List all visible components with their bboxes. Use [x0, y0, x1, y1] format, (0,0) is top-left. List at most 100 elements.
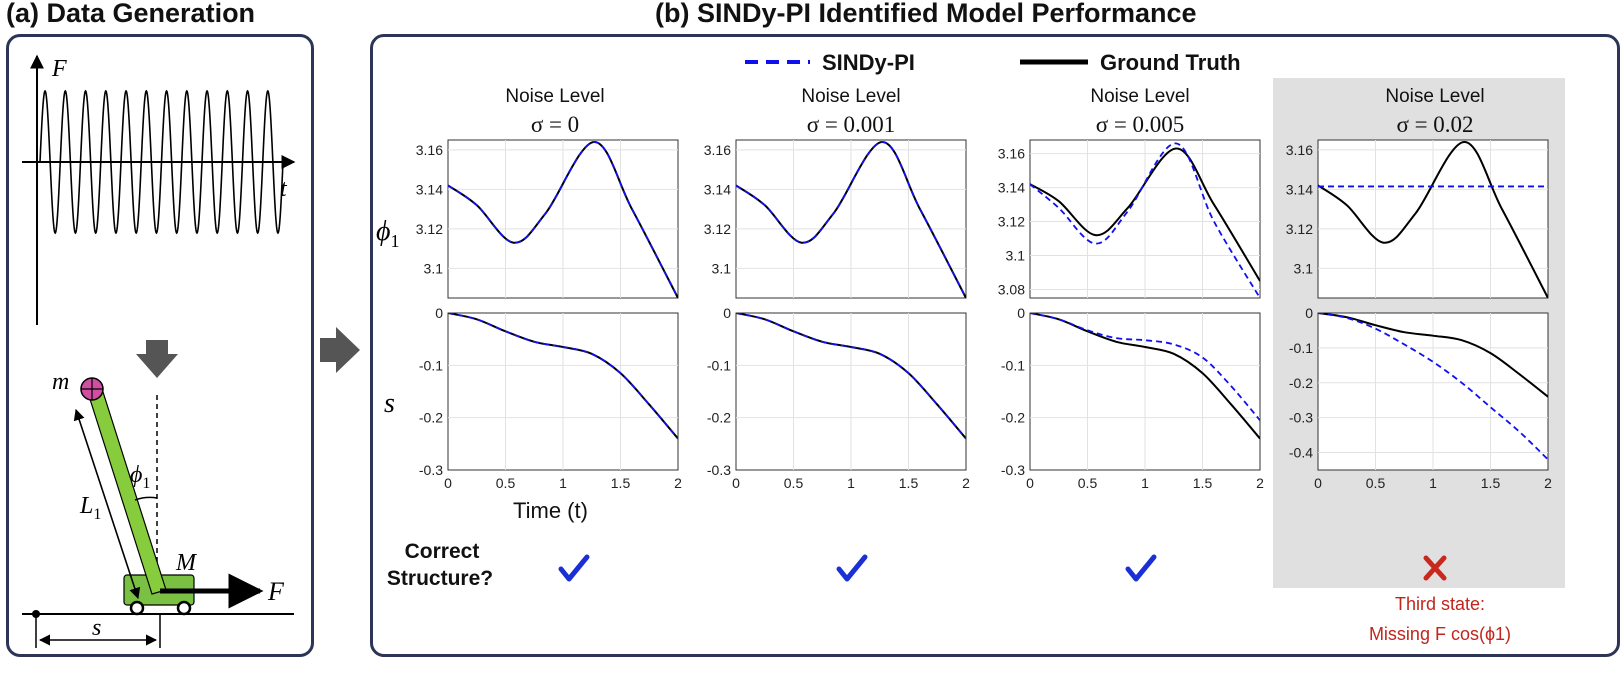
cart-wheel-left	[129, 600, 145, 616]
sigma-value-label: σ = 0.005	[1096, 112, 1185, 137]
series-sindy-pi	[1030, 142, 1260, 298]
y-tick-label: 3.12	[416, 221, 443, 237]
check-icon	[1125, 554, 1157, 582]
length-subscript: 1	[93, 506, 101, 523]
row-label-s: s	[384, 388, 395, 419]
angle-symbol: ϕ	[130, 462, 142, 488]
row-label-phi-symbol: ϕ	[376, 216, 391, 247]
y-tick-label: 3.1	[712, 260, 732, 276]
y-tick-label: 3.12	[704, 221, 731, 237]
noise-level-label: Noise Level	[505, 86, 604, 107]
y-tick-label: -0.1	[1289, 340, 1313, 356]
x-tick-label: 0	[1314, 475, 1322, 491]
failure-note-line2: Missing F cos(ϕ1)	[1369, 624, 1511, 644]
y-tick-label: -0.3	[1289, 410, 1313, 426]
panel-a-frame	[6, 34, 314, 657]
y-tick-label: -0.3	[419, 462, 443, 478]
check-icon	[558, 554, 590, 582]
y-tick-label: -0.2	[1001, 410, 1025, 426]
panel-b-frame	[370, 34, 1620, 657]
y-tick-label: 3.16	[704, 142, 731, 158]
cross-icon	[1423, 555, 1447, 581]
noise-level-label: Noise Level	[1090, 86, 1189, 107]
y-tick-label: 0	[1305, 305, 1313, 321]
x-tick-label: 2	[674, 475, 682, 491]
y-tick-label: 3.16	[416, 142, 443, 158]
x-tick-label: 0.5	[1366, 475, 1386, 491]
y-tick-label: 0	[1017, 305, 1025, 321]
chart-3-s: 0-0.1-0.2-0.30 0.5 1 1.5 2	[1001, 305, 1264, 491]
x-tick-label: 1	[1141, 475, 1149, 491]
chart-4-phi1: Noise Level σ = 0.02 3.16 3.14 3.12 3.1	[1286, 86, 1549, 581]
x-tick-label: 2	[1544, 475, 1552, 491]
y-tick-label: 3.14	[1286, 181, 1313, 197]
y-tick-label: -0.2	[707, 410, 731, 426]
y-tick-label: -0.2	[1289, 375, 1313, 391]
angle-arc	[134, 496, 158, 501]
row-label-phi-sub: 1	[391, 231, 400, 251]
x-tick-label: 0.5	[1078, 475, 1098, 491]
series-sindy-pi	[736, 141, 966, 298]
series-ground-truth	[1030, 147, 1260, 282]
angle-label: ϕ1	[130, 462, 150, 492]
position-label: s	[92, 615, 101, 641]
series-ground-truth	[1030, 313, 1260, 440]
series-ground-truth	[1318, 140, 1548, 298]
chart-2-s: 0-0.1-0.2-0.30 0.5 1 1.5 2	[707, 305, 970, 491]
series-sindy-pi	[448, 313, 678, 440]
x-tick-label: 1	[559, 475, 567, 491]
sigma-value-label: σ = 0.001	[807, 112, 896, 137]
bob-mass-label: m	[52, 369, 69, 395]
x-tick-label: 0	[444, 475, 452, 491]
x-tick-label: 2	[962, 475, 970, 491]
y-tick-label: 3.14	[998, 180, 1025, 196]
series-sindy-pi	[736, 313, 966, 440]
y-tick-label: 3.1	[1006, 248, 1026, 264]
y-tick-label: -0.1	[419, 357, 443, 373]
x-tick-label: 0	[1026, 475, 1034, 491]
cart-pole-diagram: s m M F ϕ1 L1	[22, 369, 294, 648]
length-symbol: L	[79, 493, 93, 519]
legend: SINDy-PI Ground Truth	[745, 50, 1241, 75]
row-label-phi: ϕ1	[376, 216, 400, 251]
noise-level-label: Noise Level	[1385, 86, 1484, 107]
x-tick-label: 0.5	[784, 475, 804, 491]
cart-mass-label: M	[175, 550, 198, 576]
right-arrow-icon	[320, 327, 360, 373]
length-label: L1	[79, 493, 101, 523]
chart-1-phi1: Noise Level σ = 0 3.16 3.14 3.12 3.1	[416, 86, 679, 582]
y-tick-label: 0	[435, 305, 443, 321]
noise-level-label: Noise Level	[801, 86, 900, 107]
x-tick-label: 2	[1256, 475, 1264, 491]
chart-1-s: 0-0.1-0.2-0.30 0.5 1 1.5 2	[419, 305, 682, 491]
y-tick-label: -0.4	[1289, 445, 1313, 461]
chart-4-s: 0-0.1-0.2-0.3-0.40 0.5 1 1.5 2	[1289, 305, 1552, 491]
series-ground-truth	[1318, 313, 1548, 398]
y-tick-label: 0	[723, 305, 731, 321]
cart-wheel-right	[176, 600, 192, 616]
force-sine-wave	[39, 89, 284, 235]
x-tick-label: 1	[1429, 475, 1437, 491]
legend-truth-label: Ground Truth	[1100, 50, 1241, 75]
x-tick-label: 1.5	[899, 475, 919, 491]
y-tick-label: -0.1	[707, 357, 731, 373]
y-tick-label: -0.3	[707, 462, 731, 478]
y-tick-label: 3.16	[1286, 142, 1313, 158]
y-tick-label: -0.3	[1001, 462, 1025, 478]
panel-b-title: (b) SINDy-PI Identified Model Performanc…	[655, 0, 1197, 28]
structure-label-line1: Correct	[405, 540, 480, 563]
force-label: F	[267, 577, 285, 606]
down-arrow-icon	[136, 340, 178, 378]
x-tick-label: 1.5	[1481, 475, 1501, 491]
signal-y-label: F	[51, 56, 67, 82]
y-tick-label: 3.14	[704, 181, 731, 197]
y-tick-label: -0.1	[1001, 357, 1025, 373]
failure-note-line1: Third state:	[1395, 594, 1485, 614]
structure-label-line2: Structure?	[387, 567, 493, 590]
y-tick-label: 3.14	[416, 181, 443, 197]
y-tick-label: 3.12	[1286, 221, 1313, 237]
y-tick-label: -0.2	[419, 410, 443, 426]
sigma-value-label: σ = 0.02	[1396, 112, 1473, 137]
y-tick-label: 3.08	[998, 282, 1025, 298]
x-tick-label: 1.5	[1193, 475, 1213, 491]
